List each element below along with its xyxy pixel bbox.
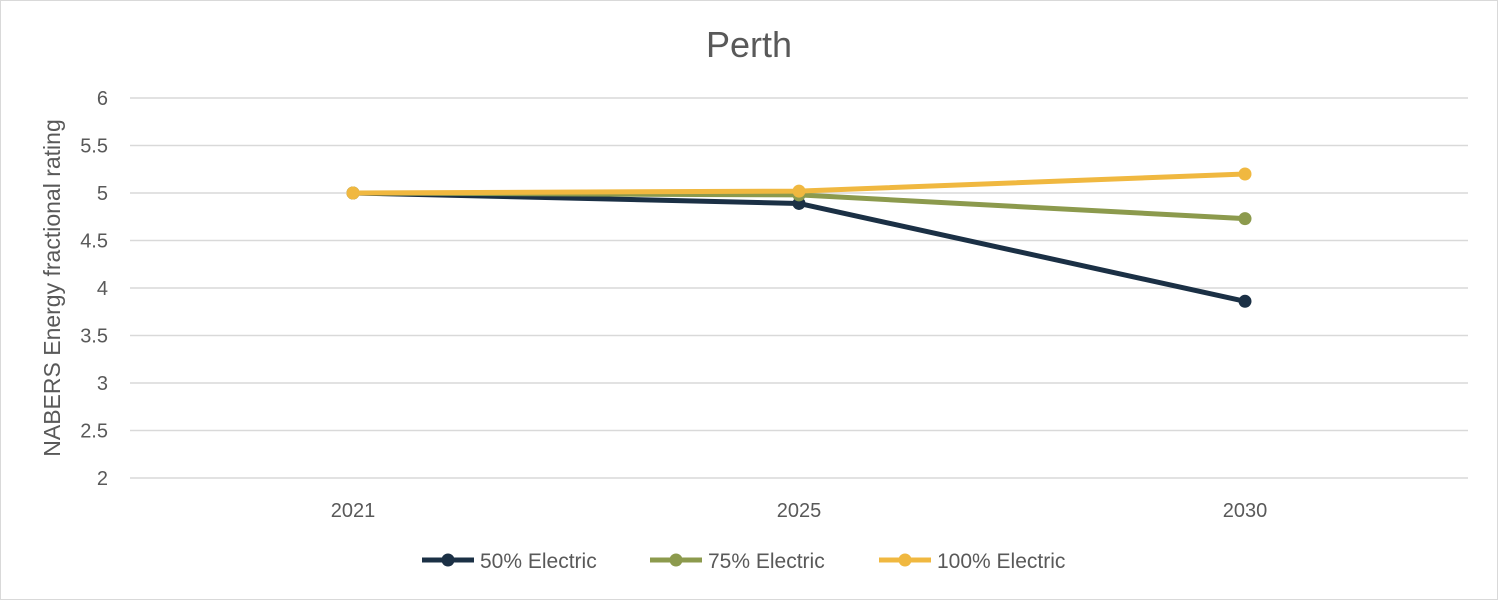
gridlines: [130, 97, 1468, 479]
y-tick-label: 3: [97, 373, 108, 395]
legend-label: 50% Electric: [480, 550, 597, 573]
y-tick-label: 2: [97, 468, 108, 490]
data-point: [1238, 167, 1252, 181]
series-1: [346, 186, 1252, 308]
data-point: [346, 186, 360, 200]
x-tick-label: 2021: [331, 500, 376, 522]
y-tick-label: 5: [97, 183, 108, 205]
series-lines: [346, 167, 1252, 308]
y-tick-label: 4.5: [80, 231, 108, 253]
legend-item: 75% Electric: [650, 550, 825, 573]
legend-label: 75% Electric: [708, 550, 825, 573]
legend-item: 100% Electric: [879, 550, 1065, 573]
y-tick-label: 5.5: [80, 136, 108, 158]
data-point: [1238, 212, 1252, 226]
x-tick-label: 2025: [777, 500, 822, 522]
y-tick-label: 2.5: [80, 421, 108, 443]
legend: 50% Electric 75% Electric 100% Electric: [422, 550, 1065, 573]
x-tick-label: 2030: [1223, 500, 1268, 522]
data-point: [792, 184, 806, 198]
chart-title: Perth: [706, 24, 792, 65]
y-tick-label: 4: [97, 278, 108, 300]
legend-marker: [898, 553, 912, 567]
legend-marker: [441, 553, 455, 567]
y-axis-ticks: 2 2.5 3 3.5 4 4.5 5 5.5 6: [80, 88, 108, 490]
y-tick-label: 6: [97, 88, 108, 110]
y-tick-label: 3.5: [80, 326, 108, 348]
data-point: [1238, 294, 1252, 308]
legend-marker: [669, 553, 683, 567]
legend-item: 50% Electric: [422, 550, 597, 573]
x-axis-ticks: 2021 2025 2030: [331, 500, 1268, 522]
legend-label: 100% Electric: [937, 550, 1065, 573]
series-3: [346, 167, 1252, 200]
y-axis-label: NABERS Energy fractional rating: [39, 119, 65, 457]
